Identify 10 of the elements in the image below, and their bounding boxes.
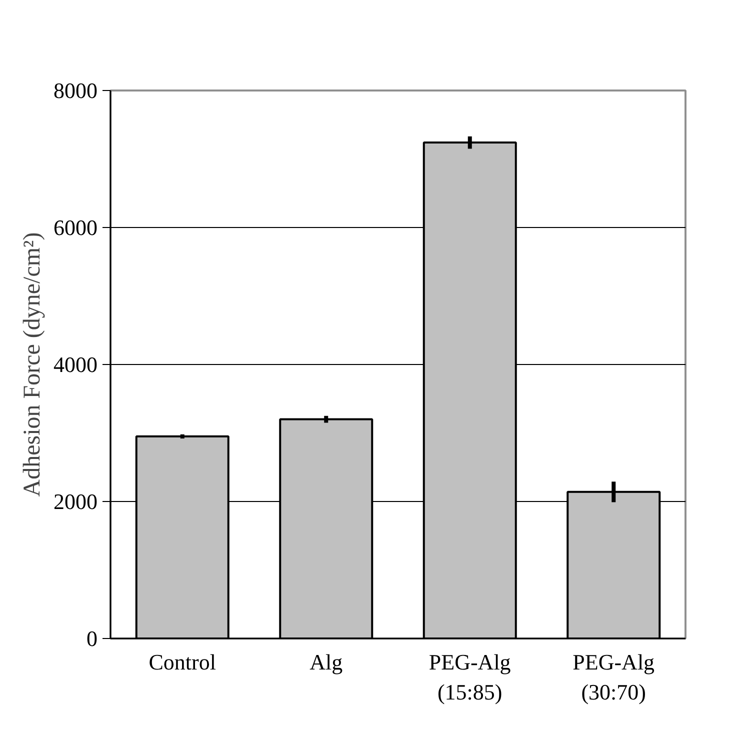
x-tick-label: Control	[148, 650, 216, 674]
y-tick-label: 4000	[54, 352, 98, 377]
y-axis-title: Adhesion Force (dyne/cm²)	[20, 232, 46, 497]
x-tick-label: Alg	[310, 650, 343, 674]
x-tick-label: PEG-Alg (15:85)	[428, 650, 511, 704]
y-tick-label: 2000	[54, 489, 98, 514]
x-tick-label: PEG-Alg (30:70)	[572, 650, 655, 704]
y-tick-label: 6000	[54, 215, 98, 240]
y-tick-label: 0	[86, 626, 98, 651]
y-tick-label: 8000	[54, 78, 98, 103]
